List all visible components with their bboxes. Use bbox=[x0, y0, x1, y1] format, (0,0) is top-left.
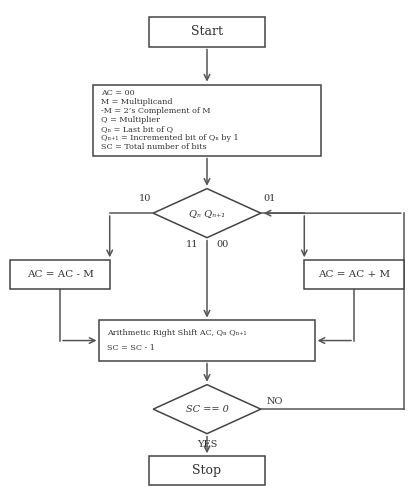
Text: NO: NO bbox=[266, 397, 283, 406]
Text: AC = AC - M: AC = AC - M bbox=[26, 270, 93, 279]
Text: -M = 2’s Complement of M: -M = 2’s Complement of M bbox=[100, 107, 209, 115]
FancyBboxPatch shape bbox=[10, 260, 109, 289]
Text: Arithmetic Right Shift AC, Qₙ Qₙ₊₁: Arithmetic Right Shift AC, Qₙ Qₙ₊₁ bbox=[107, 329, 246, 338]
FancyBboxPatch shape bbox=[149, 17, 264, 47]
Text: Q = Multiplier: Q = Multiplier bbox=[100, 116, 159, 124]
Text: YES: YES bbox=[196, 440, 217, 448]
Text: 01: 01 bbox=[262, 195, 275, 203]
Text: 00: 00 bbox=[216, 240, 228, 249]
FancyBboxPatch shape bbox=[99, 320, 314, 361]
Text: 10: 10 bbox=[138, 195, 151, 203]
Text: Stop: Stop bbox=[192, 464, 221, 477]
Text: Start: Start bbox=[190, 25, 223, 38]
Text: SC == 0: SC == 0 bbox=[185, 405, 228, 414]
Text: 11: 11 bbox=[185, 240, 197, 249]
Text: SC = SC - 1: SC = SC - 1 bbox=[107, 343, 154, 352]
FancyBboxPatch shape bbox=[149, 456, 264, 485]
Text: AC = 00: AC = 00 bbox=[100, 89, 134, 97]
Text: M = Multiplicand: M = Multiplicand bbox=[100, 98, 172, 106]
FancyBboxPatch shape bbox=[93, 84, 320, 156]
Text: SC = Total number of bits: SC = Total number of bits bbox=[100, 144, 206, 151]
Text: AC = AC + M: AC = AC + M bbox=[317, 270, 389, 279]
Text: Qₙ = Last bit of Q: Qₙ = Last bit of Q bbox=[100, 125, 172, 133]
Polygon shape bbox=[153, 385, 260, 434]
Text: Qₙ₊₁ = Incremented bit of Qₙ by 1: Qₙ₊₁ = Incremented bit of Qₙ by 1 bbox=[100, 134, 237, 142]
Polygon shape bbox=[153, 189, 260, 238]
Text: Qₙ Qₙ₊₁: Qₙ Qₙ₊₁ bbox=[188, 209, 225, 218]
FancyBboxPatch shape bbox=[304, 260, 403, 289]
